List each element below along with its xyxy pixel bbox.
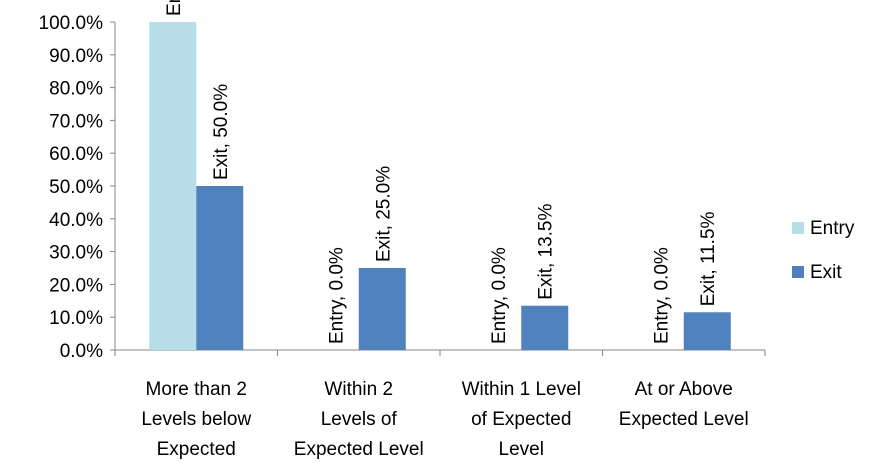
y-tick-label: 20.0% — [49, 275, 103, 296]
y-tick-label: 100.0% — [39, 13, 104, 34]
y-tick-label: 60.0% — [49, 144, 103, 165]
y-tick-label: 70.0% — [49, 111, 103, 132]
data-label: Exit, 13.5% — [536, 204, 557, 300]
x-category-label: Within 2 — [324, 379, 393, 400]
x-category-label: of Expected — [471, 409, 571, 430]
x-category-label: Level — [499, 439, 544, 460]
x-category-label: Levels below — [141, 409, 251, 430]
x-category-label: More than 2 — [146, 379, 247, 400]
bar-exit — [521, 305, 569, 350]
bar-entry — [149, 22, 197, 350]
data-label: Entry, 0.0% — [489, 247, 510, 344]
x-category-label: At or Above — [635, 379, 733, 400]
x-category-label: Expected Level — [619, 409, 749, 430]
data-label: Exit, 11.5% — [698, 211, 719, 306]
y-tick-label: 80.0% — [49, 79, 103, 100]
y-tick-label: 30.0% — [49, 243, 103, 264]
data-label: Entry, 100.0% — [164, 0, 185, 16]
legend-swatch-entry — [792, 222, 804, 234]
bar-exit — [358, 268, 406, 350]
bar-exit — [683, 312, 731, 350]
legend-swatch-exit — [792, 266, 804, 278]
bar-exit — [196, 186, 244, 350]
legend-label-exit: Exit — [810, 262, 842, 283]
legend-label-entry: Entry — [810, 218, 855, 239]
y-tick-label: 50.0% — [49, 177, 103, 198]
x-category-label: Levels of — [321, 409, 398, 430]
data-label: Exit, 25.0% — [373, 166, 394, 262]
y-tick-label: 90.0% — [49, 46, 103, 67]
data-label: Exit, 50.0% — [211, 84, 232, 180]
data-label: Entry, 0.0% — [651, 247, 672, 344]
y-tick-label: 0.0% — [60, 341, 103, 362]
data-label: Entry, 0.0% — [326, 247, 347, 344]
x-category-label: Expected Level — [294, 439, 424, 460]
x-category-label: Within 1 Level — [462, 379, 581, 400]
y-tick-label: 10.0% — [49, 308, 103, 329]
y-tick-label: 40.0% — [49, 210, 103, 231]
x-category-label: Expected — [157, 439, 236, 460]
